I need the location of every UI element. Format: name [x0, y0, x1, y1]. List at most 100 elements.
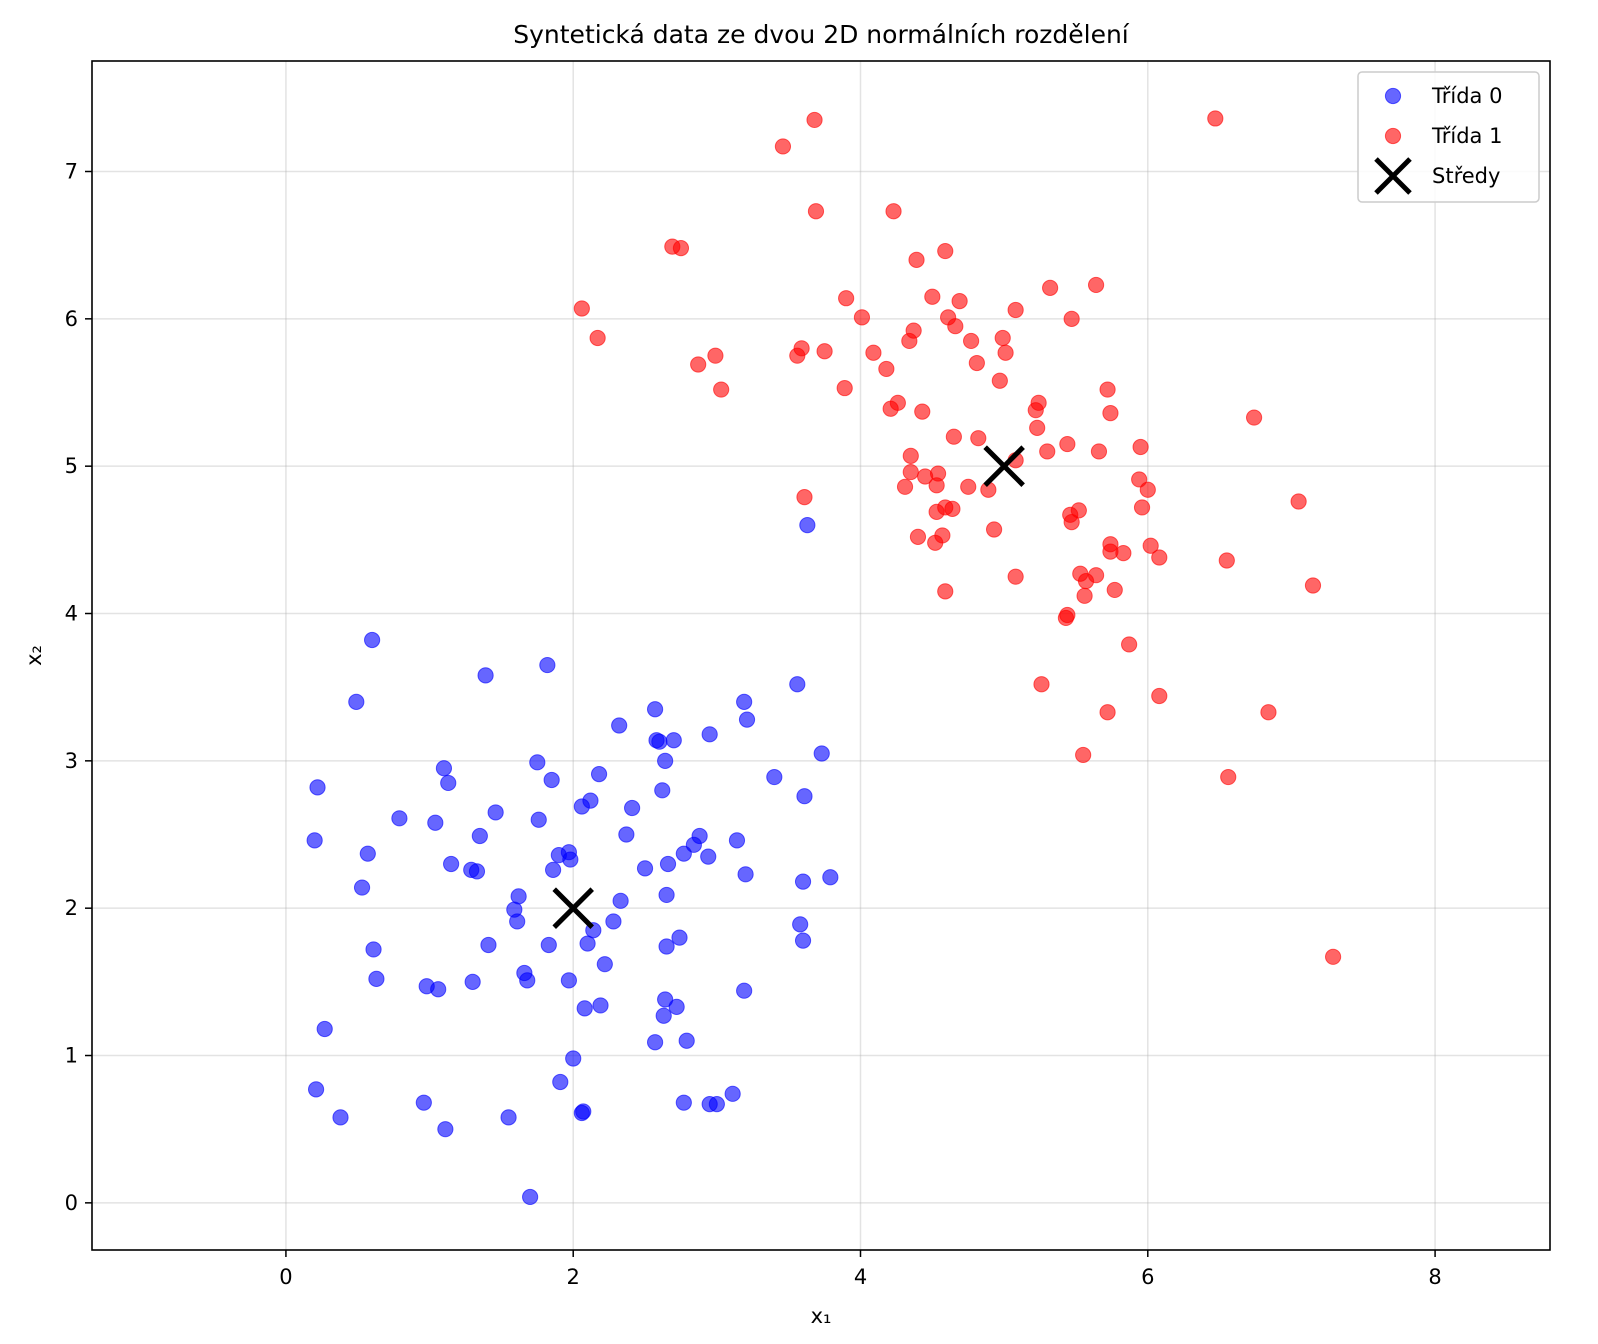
- point-series-0: [435, 760, 453, 777]
- point-series-0: [766, 768, 783, 786]
- point-series-0: [813, 745, 830, 762]
- point-series-0: [668, 998, 685, 1015]
- point-series-1: [853, 309, 871, 326]
- point-series-1: [928, 477, 945, 494]
- point-series-1: [713, 381, 730, 398]
- point-series-1: [1106, 581, 1123, 599]
- point-series-0: [562, 851, 579, 868]
- legend-label: Třída 1: [1431, 124, 1502, 148]
- y-axis-label: x₂: [22, 645, 46, 666]
- point-series-0: [822, 869, 839, 886]
- center-markers: [552, 445, 1025, 929]
- point-series-1: [573, 300, 590, 317]
- grid: [92, 61, 1550, 1250]
- point-series-0: [480, 936, 497, 954]
- point-series-0: [655, 1007, 672, 1024]
- point-series-0: [700, 848, 717, 865]
- point-series-0: [646, 701, 664, 718]
- point-series-0: [364, 631, 381, 649]
- x-axis-label: x₁: [811, 1304, 832, 1328]
- point-series-1: [1218, 552, 1235, 569]
- point-series-1: [1099, 381, 1116, 398]
- point-series-0: [539, 656, 556, 674]
- legend-label: Třída 0: [1431, 84, 1502, 108]
- legend-label: Středy: [1432, 164, 1500, 188]
- point-series-0: [658, 938, 675, 955]
- point-series-1: [947, 318, 964, 335]
- point-series-1: [1063, 310, 1080, 327]
- y-tick-label: 6: [65, 307, 78, 331]
- point-series-0: [671, 929, 688, 946]
- point-series-1: [924, 288, 941, 305]
- center-marker: [552, 887, 594, 929]
- point-series-0: [794, 932, 812, 949]
- point-series-0: [332, 1109, 349, 1126]
- point-series-1: [796, 489, 813, 506]
- point-series-1: [1245, 409, 1263, 426]
- y-tick-label: 4: [65, 602, 78, 626]
- point-series-0: [678, 1032, 695, 1049]
- point-series-0: [651, 733, 668, 750]
- point-series-0: [799, 517, 816, 534]
- point-series-1: [1142, 537, 1159, 554]
- point-series-1: [970, 430, 987, 447]
- point-series-0: [468, 863, 486, 880]
- point-series-1: [1290, 493, 1307, 510]
- chart-title: Syntetická data ze dvou 2D normálních ro…: [513, 20, 1130, 49]
- point-series-1: [902, 463, 919, 481]
- point-series-0: [560, 972, 578, 989]
- point-series-1: [774, 138, 792, 155]
- point-series-0: [519, 972, 536, 989]
- point-series-1: [1029, 419, 1046, 436]
- point-series-0: [573, 1104, 590, 1122]
- point-series-1: [1063, 514, 1080, 531]
- point-series-0: [316, 1020, 333, 1038]
- point-series-1: [1121, 636, 1138, 653]
- point-series-1: [1075, 746, 1092, 764]
- point-series-1: [1324, 948, 1342, 965]
- point-series-1: [672, 240, 690, 257]
- point-series-1: [937, 583, 954, 600]
- point-series-0: [359, 845, 376, 862]
- point-series-1: [878, 360, 895, 378]
- point-series-0: [738, 711, 756, 728]
- point-series-0: [646, 1034, 664, 1051]
- point-series-1: [807, 203, 825, 220]
- point-series-0: [665, 732, 682, 749]
- x-tick-label: 8: [1428, 1265, 1441, 1289]
- point-series-1: [1260, 704, 1277, 721]
- point-series-0: [724, 1085, 741, 1102]
- point-series-0: [530, 811, 547, 828]
- point-series-0: [522, 1188, 539, 1206]
- point-series-1: [1132, 438, 1149, 456]
- point-series-0: [543, 771, 560, 789]
- point-series-1: [1087, 276, 1105, 294]
- point-series-1: [1207, 110, 1224, 127]
- point-series-1: [789, 347, 806, 364]
- point-series-0: [624, 799, 641, 817]
- point-series-0: [654, 782, 671, 799]
- point-series-1: [1139, 481, 1156, 498]
- legend: Třída 0 Třída 1 Středy: [1357, 71, 1540, 203]
- point-series-0: [576, 1000, 593, 1017]
- legend-marker: [1374, 157, 1412, 195]
- point-series-0: [437, 1121, 454, 1138]
- legend-marker: [1384, 87, 1402, 105]
- point-series-0: [552, 1073, 569, 1091]
- point-series-0: [590, 766, 608, 783]
- y-tick-label: 2: [65, 896, 78, 920]
- point-series-1: [836, 379, 853, 397]
- point-series-0: [582, 792, 599, 809]
- point-series-0: [391, 810, 408, 827]
- point-series-1: [968, 354, 985, 372]
- legend-marker: [1384, 127, 1402, 145]
- point-series-1: [1007, 301, 1024, 319]
- point-series-0: [794, 873, 812, 890]
- point-series-1: [889, 394, 906, 411]
- point-series-1: [902, 447, 919, 464]
- point-series-0: [657, 752, 674, 769]
- point-series-0: [792, 916, 809, 933]
- point-series-0: [440, 774, 457, 792]
- point-series-1: [1304, 577, 1322, 594]
- point-series-0: [427, 814, 444, 831]
